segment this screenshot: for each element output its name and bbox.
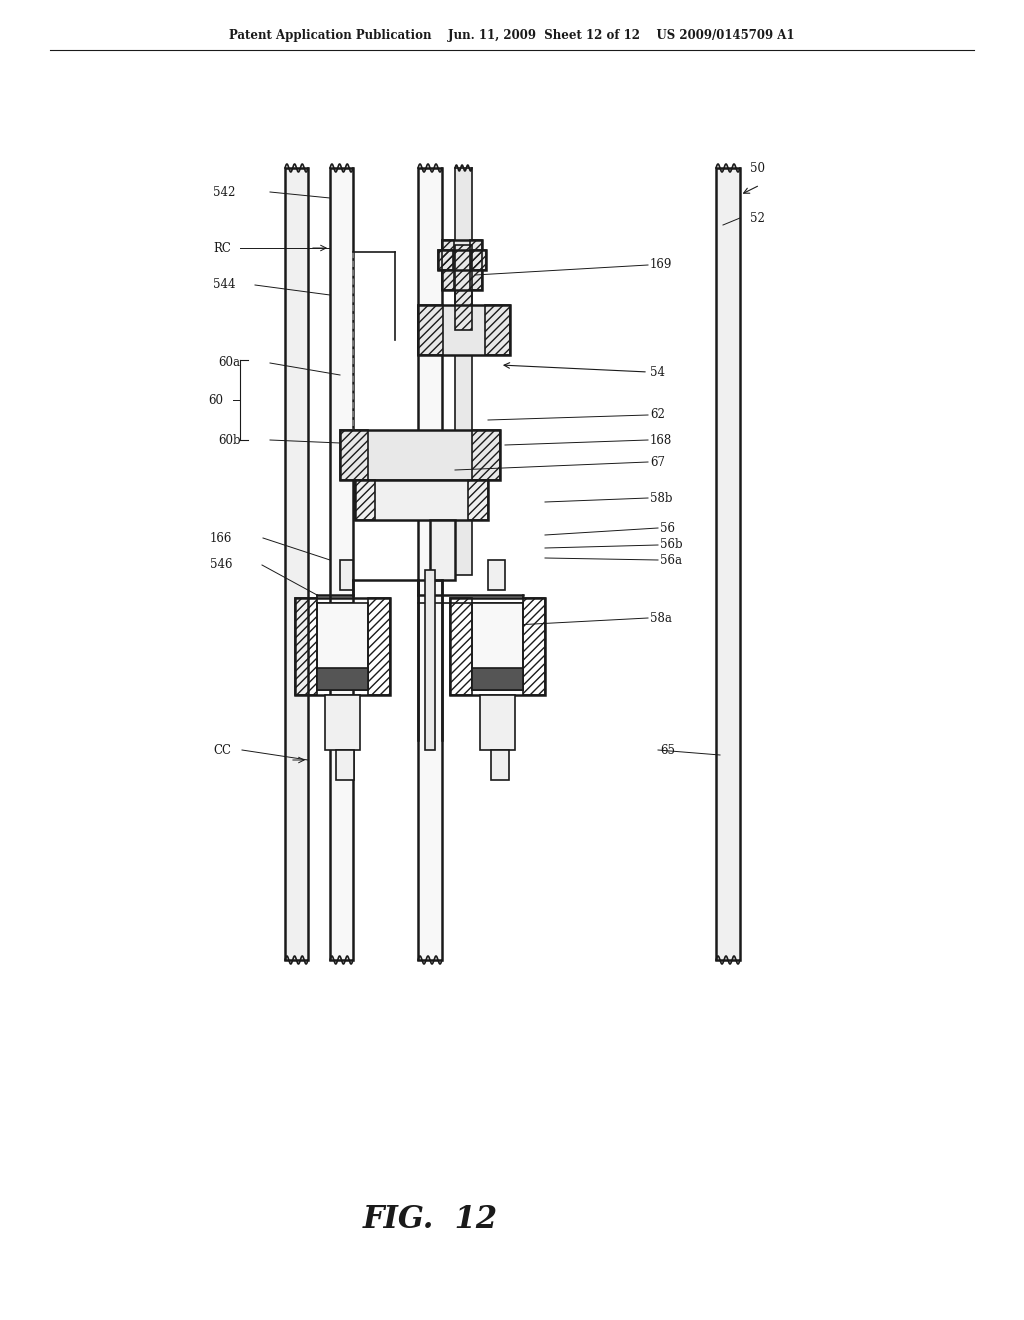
Bar [430,520,455,579]
Bar [471,249,486,271]
Bar [438,249,453,271]
Bar [455,168,472,576]
Bar [523,598,545,696]
Text: 65: 65 [660,743,675,756]
Bar [472,668,523,690]
Bar [355,480,488,520]
Bar [425,570,435,750]
Bar [470,240,482,290]
Bar [480,696,515,750]
Text: Patent Application Publication    Jun. 11, 2009  Sheet 12 of 12    US 2009/01457: Patent Application Publication Jun. 11, … [229,29,795,41]
Bar [442,240,454,290]
Polygon shape [488,560,505,590]
Text: 60b: 60b [218,433,241,446]
Polygon shape [340,560,353,590]
Text: 56b: 56b [660,539,683,552]
Text: 166: 166 [210,532,232,544]
Bar [285,168,308,960]
Text: 169: 169 [650,259,673,272]
Bar [450,598,545,696]
Text: 62: 62 [650,408,665,421]
Text: 60a: 60a [218,356,240,370]
Bar [317,668,368,690]
Bar [490,750,509,780]
Bar [325,696,360,750]
Bar [485,305,510,355]
Text: FIG.  12: FIG. 12 [362,1204,498,1236]
Bar [295,598,317,696]
Text: RC: RC [213,242,230,255]
Bar [340,430,500,480]
Text: 60: 60 [208,393,223,407]
Bar [368,598,390,696]
Bar [455,246,472,330]
Bar [418,305,510,355]
Bar [355,480,375,520]
Text: 542: 542 [213,186,236,198]
Bar [330,168,353,960]
Text: 50: 50 [750,161,765,174]
Bar [450,598,472,696]
Bar [472,430,500,480]
Bar [418,305,443,355]
Text: 168: 168 [650,433,672,446]
Text: CC: CC [213,743,231,756]
Text: 52: 52 [750,211,765,224]
Text: 67: 67 [650,455,665,469]
Bar [295,598,390,696]
Text: 58a: 58a [650,611,672,624]
Bar [472,603,523,690]
Text: 58b: 58b [650,491,673,504]
Text: 54: 54 [650,366,665,379]
Bar [317,603,368,690]
Bar [438,249,486,271]
Bar [340,430,368,480]
Bar [418,168,442,960]
Text: 56a: 56a [660,553,682,566]
Bar [468,480,488,520]
Text: 56: 56 [660,521,675,535]
Text: 544: 544 [213,279,236,292]
Bar [442,240,482,290]
Text: 546: 546 [210,558,232,572]
Bar [716,168,740,960]
Bar [336,750,354,780]
